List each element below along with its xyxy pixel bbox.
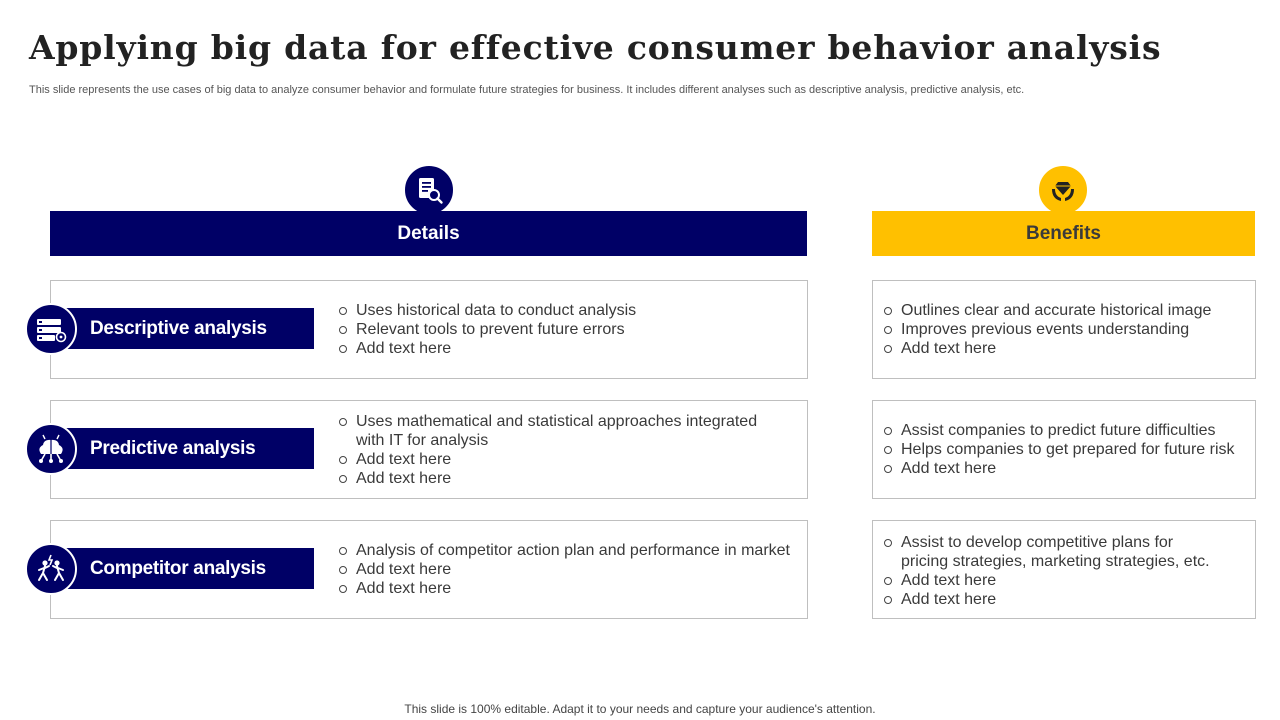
benefits-list-predictive: Assist companies to predict future diffi…: [883, 421, 1251, 478]
list-item: Helps companies to get prepared for futu…: [883, 440, 1251, 459]
list-item: Add text here: [338, 579, 803, 598]
list-item: Add text here: [338, 560, 803, 579]
list-item: Add text here: [883, 459, 1251, 478]
details-list-descriptive: Uses historical data to conduct analysis…: [338, 301, 788, 358]
row-label-predictive: Predictive analysis: [51, 428, 314, 469]
list-item: Add text here: [883, 339, 1248, 358]
list-item: Outlines clear and accurate historical i…: [883, 301, 1248, 320]
details-list-competitor: Analysis of competitor action plan and p…: [338, 541, 803, 598]
benefits-card-predictive: [872, 400, 1256, 499]
footer-note: This slide is 100% editable. Adapt it to…: [404, 702, 876, 716]
row-label-descriptive: Descriptive analysis: [51, 308, 314, 349]
details-header: Details: [50, 211, 807, 256]
hands-gem-icon: [1037, 164, 1089, 216]
list-item: Add text here: [338, 339, 788, 358]
server-gear-icon: [25, 303, 77, 355]
brain-network-icon: [25, 423, 77, 475]
list-item: Add text here: [883, 590, 1223, 609]
page-title: Applying big data for effective consumer…: [29, 28, 1162, 67]
details-list-predictive: Uses mathematical and statistical approa…: [338, 412, 778, 488]
document-search-icon: [403, 164, 455, 216]
list-item: Assist companies to predict future diffi…: [883, 421, 1251, 440]
list-item: Add text here: [883, 571, 1223, 590]
benefits-list-competitor: Assist to develop competitive plans for …: [883, 533, 1223, 609]
list-item: Improves previous events understanding: [883, 320, 1248, 339]
list-item: Add text here: [338, 450, 778, 469]
benefits-card-descriptive: [872, 280, 1256, 379]
list-item: Analysis of competitor action plan and p…: [338, 541, 803, 560]
benefits-card-competitor: [872, 520, 1256, 619]
competitors-running-icon: [25, 543, 77, 595]
list-item: Add text here: [338, 469, 778, 488]
list-item: Uses mathematical and statistical approa…: [338, 412, 778, 450]
benefits-header: Benefits: [872, 211, 1255, 256]
list-item: Assist to develop competitive plans for …: [883, 533, 1223, 571]
list-item: Uses historical data to conduct analysis: [338, 301, 788, 320]
benefits-list-descriptive: Outlines clear and accurate historical i…: [883, 301, 1248, 358]
list-item: Relevant tools to prevent future errors: [338, 320, 788, 339]
page-subtitle: This slide represents the use cases of b…: [29, 84, 1025, 96]
row-label-competitor: Competitor analysis: [51, 548, 314, 589]
